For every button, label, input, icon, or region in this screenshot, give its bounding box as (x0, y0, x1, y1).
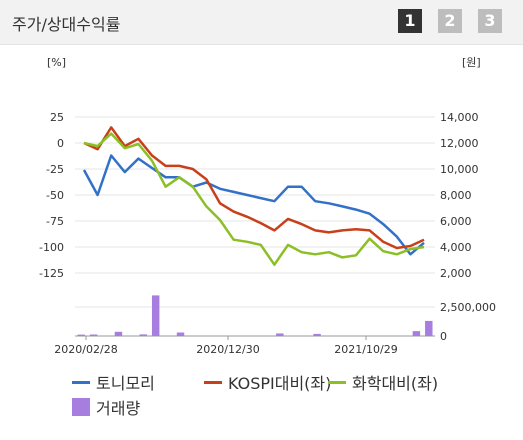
legend-swatch-kospi (204, 380, 222, 384)
legend-swatch-sector (328, 380, 346, 384)
chart-title: 주가/상대수익률 (12, 15, 121, 34)
legend-label-sector: 화학대비(좌) (352, 374, 439, 393)
left-axis-unit: [%] (47, 56, 66, 69)
right-tick-label: 10,000 (440, 163, 479, 176)
left-tick-label: -50 (46, 189, 64, 202)
legend-swatch-stock (72, 380, 90, 384)
volume-bar (412, 331, 421, 336)
header-bar: 주가/상대수익률 1 2 3 (0, 0, 523, 45)
volume-bar (276, 333, 284, 336)
x-tick-label: 2021/10/29 (334, 343, 397, 356)
page-2-button[interactable]: 2 (438, 9, 462, 33)
volume-bar (77, 334, 85, 336)
legend-swatch-volume (72, 398, 90, 416)
left-tick-label: 0 (57, 137, 64, 150)
legend-item-kospi: KOSPI대비(좌) (204, 370, 331, 394)
x-tick-label: 2020/02/28 (54, 343, 117, 356)
volume-bar (425, 320, 433, 336)
legend-label-kospi: KOSPI대비(좌) (228, 374, 332, 393)
legend-item-stock: 토니모리 (72, 370, 155, 394)
page-1-button[interactable]: 1 (398, 9, 422, 33)
legend-label-stock: 토니모리 (96, 374, 155, 393)
left-tick-label: -125 (39, 267, 64, 280)
right-tick-label: 14,000 (440, 111, 479, 124)
legend-item-sector: 화학대비(좌) (328, 370, 438, 394)
page-3-button[interactable]: 3 (478, 9, 502, 33)
left-tick-label: -75 (46, 215, 64, 228)
volume-bar (114, 331, 123, 336)
volume-bar (139, 334, 147, 336)
series-line-sector (83, 132, 425, 266)
volume-bar (313, 333, 321, 336)
stock-chart: [%] [원] 25 14,000 0 12,000 -25 10,000 -50 8,000 -7… (39, 56, 496, 356)
left-tick-label: -100 (39, 241, 64, 254)
legend-item-volume: 거래량 (72, 395, 140, 419)
left-tick-label: 25 (50, 111, 64, 124)
right-tick-label: 8,000 (440, 189, 472, 202)
right-tick-label: 2,000 (440, 267, 472, 280)
right-tick-label: 4,000 (440, 241, 472, 254)
left-tick-label: -25 (46, 163, 64, 176)
series-line-stock (82, 154, 425, 256)
x-tick-label: 2020/12/30 (196, 343, 259, 356)
series-line-kospi (83, 126, 425, 250)
volume-bar (151, 295, 160, 336)
volume-tick-label: 2,500,000 (440, 301, 496, 314)
legend-label-volume: 거래량 (96, 399, 141, 418)
right-tick-label: 12,000 (440, 137, 479, 150)
right-axis-unit: [원] (462, 56, 481, 69)
right-tick-label: 6,000 (440, 215, 472, 228)
volume-bar (89, 334, 98, 336)
volume-bar (176, 332, 185, 336)
volume-tick-label: 0 (440, 330, 447, 343)
